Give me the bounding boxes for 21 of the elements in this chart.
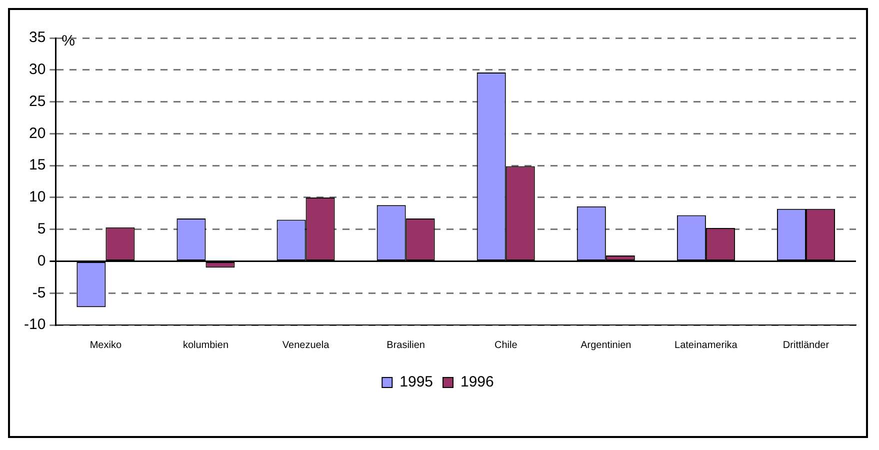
x-tick-label: Drittländer — [782, 340, 830, 351]
x-tick-label: kolumbien — [182, 340, 229, 351]
x-tick-label: Mexiko — [90, 340, 122, 351]
y-tick-label: 30 — [28, 61, 46, 78]
y-tick-label: 20 — [28, 124, 46, 142]
y-axis-title: % — [62, 32, 76, 50]
x-tick-label: Venezuela — [282, 340, 330, 351]
y-tick-label: -10 — [24, 316, 46, 334]
x-tick-label: Argentinien — [580, 340, 632, 351]
y-tick-label: 35 — [28, 29, 46, 46]
y-tick-label: 5 — [37, 220, 46, 238]
y-tick-label: 0 — [37, 252, 46, 270]
y-tick-label: 25 — [28, 92, 46, 110]
y-tick-label: 10 — [28, 188, 46, 206]
y-tick-label: 15 — [28, 156, 46, 174]
x-tick-label: Chile — [494, 340, 518, 351]
legend-label: 1996 — [460, 374, 494, 391]
x-tick-label: Lateinamerika — [674, 340, 738, 351]
y-tick-label: -5 — [32, 284, 46, 302]
x-tick-label: Brasilien — [386, 340, 425, 351]
legend-label: 1995 — [400, 374, 434, 391]
